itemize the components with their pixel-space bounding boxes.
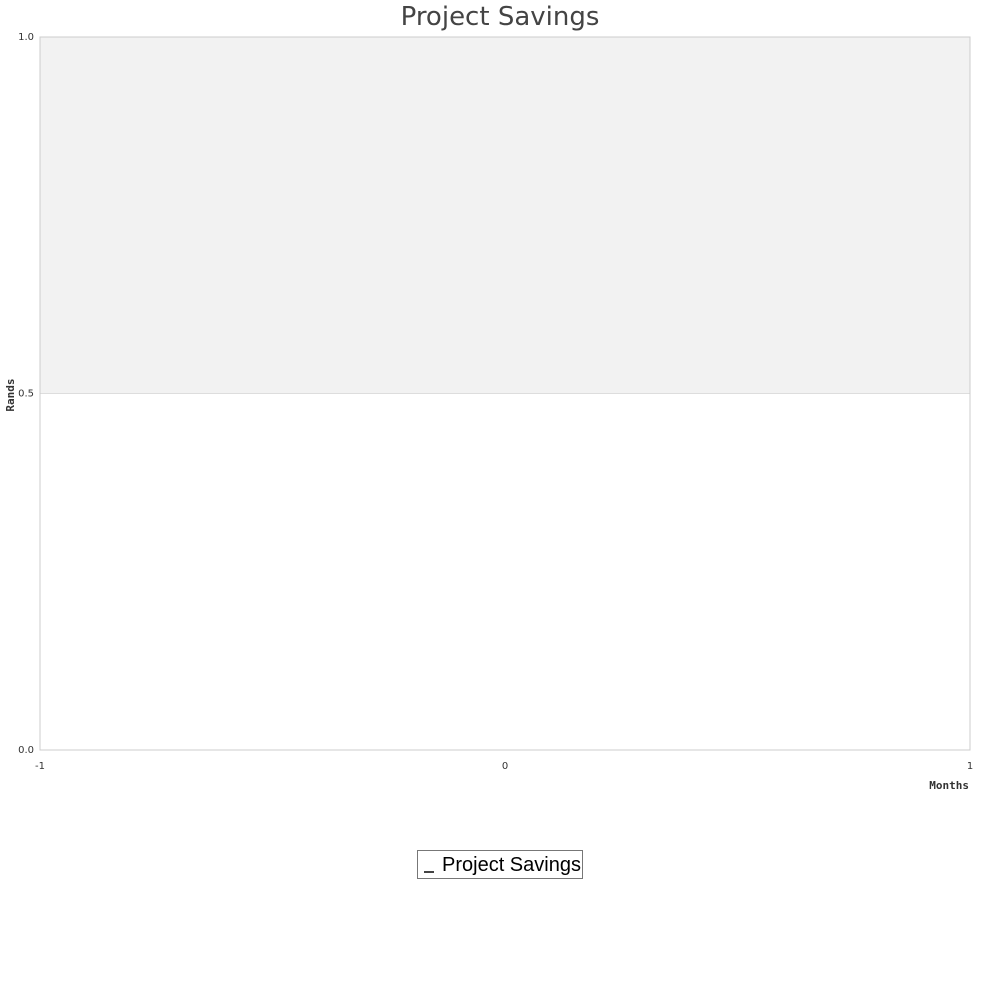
background-bands [40,37,970,750]
x-tick-label: 0 [502,761,508,772]
y-tick-label: 1.0 [18,32,34,43]
chart-title: Project Savings [400,2,600,32]
x-tick-label: 1 [967,761,973,772]
y-tick-label: 0.5 [18,389,34,400]
y-axis-ticks: 0.0 0.5 1.0 [18,32,34,756]
legend-swatch [424,871,434,873]
y-axis-title: Rands [4,378,17,411]
legend-label: Project Savings [442,854,581,876]
legend: Project Savings [417,850,583,879]
x-axis-title: Months [929,779,969,792]
y-tick-label: 0.0 [18,745,34,756]
x-tick-label: -1 [35,761,45,772]
plot-frame [39,36,971,751]
background-band [40,37,970,394]
x-axis-ticks: -1 0 1 [35,761,973,772]
background-band [40,393,970,750]
